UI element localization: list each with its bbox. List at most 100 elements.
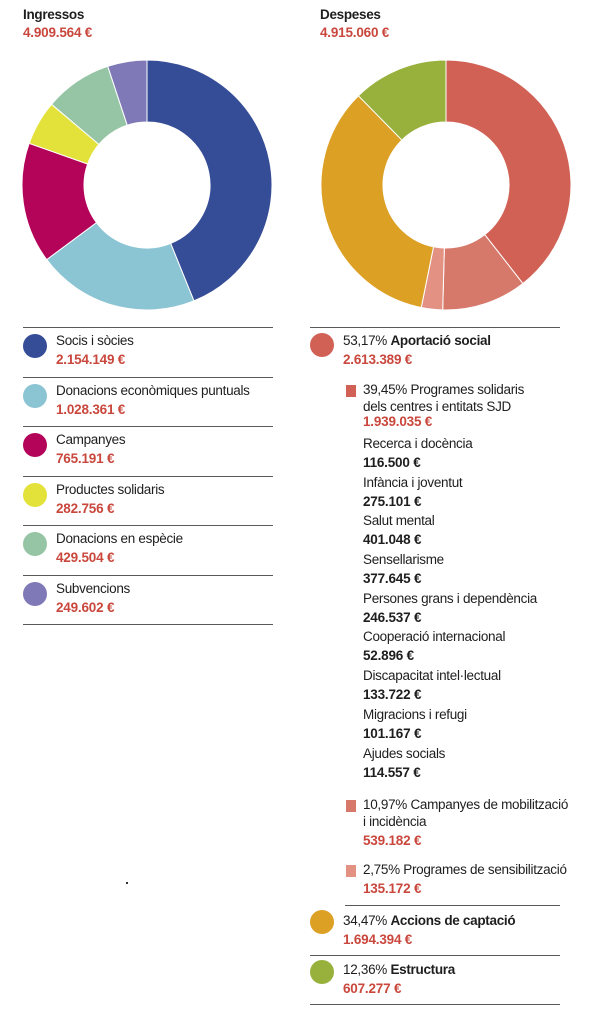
sub-name-line1: Programes solidaris — [410, 382, 525, 397]
programes-detail-list: Recerca i docència 116.500 € Infància i j… — [363, 436, 583, 784]
detail-value: 116.500 € — [363, 455, 421, 470]
divider — [310, 955, 560, 956]
legend-label: Campanyes — [56, 432, 126, 447]
detail-label: Migracions i refugi — [363, 706, 467, 722]
ingressos-total: 4.909.564 € — [23, 25, 93, 40]
legend-label-aportacio: 53,17% Aportació social — [343, 333, 491, 348]
legend-dot — [23, 532, 47, 556]
detail-item: Salut mental 401.048 € — [363, 513, 583, 552]
sub-value-sensibilitzacio: 135.172 € — [363, 881, 422, 896]
detail-item: Persones grans i dependència 246.537 € — [363, 591, 583, 630]
legend-pct: 12,36% — [343, 962, 387, 977]
legend-dot — [23, 482, 47, 507]
detail-item: Infància i joventut 275.101 € — [363, 475, 583, 514]
donut-slice-0 — [146, 59, 273, 302]
legend-label: Productes solidaris — [56, 481, 165, 497]
legend-dot-captacio — [310, 910, 334, 934]
ingressos-legend: Socis i sòcies 2.154.149 € Donacions eco… — [23, 327, 273, 625]
sub-label-sensibilitzacio: 2,75% Programes de sensibilització — [363, 862, 567, 879]
donut-slice-4 — [357, 59, 447, 141]
despeses-header: Despeses 4.915.060 € — [320, 0, 590, 40]
sub-value-campanyes: 539.182 € — [363, 833, 422, 848]
legend-label: Socis i sòcies — [56, 333, 134, 348]
sub-pct: 2,75% — [363, 862, 400, 877]
detail-label: Discapacitat intel·lectual — [363, 668, 501, 684]
legend-value: 429.504 € — [56, 550, 115, 565]
legend-dot — [23, 433, 47, 457]
donut-slice-3 — [320, 95, 435, 309]
legend-dot — [23, 334, 47, 358]
donut-slice-0 — [445, 59, 572, 285]
despeses-title: Despeses — [320, 7, 381, 22]
divider — [310, 1004, 560, 1005]
detail-item: Ajudes socials 114.557 € — [363, 746, 583, 785]
legend-value-estructura: 607.277 € — [343, 981, 402, 996]
legend-value: 765.191 € — [56, 451, 115, 466]
detail-value: 377.645 € — [363, 571, 422, 587]
detail-value: 275.101 € — [363, 493, 422, 509]
detail-label: Recerca i docència — [363, 436, 473, 451]
sub-name: Programes de sensibilització — [403, 862, 567, 877]
sub-pct: 39,45% — [363, 382, 407, 397]
detail-value: 246.537 € — [363, 609, 422, 625]
legend-pct: 53,17% — [343, 333, 387, 348]
legend-value: 2.154.149 € — [56, 352, 126, 367]
detail-item: Recerca i docència 116.500 € — [363, 436, 583, 475]
detail-item: Migracions i refugi 101.167 € — [363, 707, 583, 746]
legend-label-captacio: 34,47% Accions de captació — [343, 913, 516, 928]
legend-name: Accions de captació — [390, 913, 516, 928]
divider — [345, 905, 560, 906]
legend-dot — [23, 383, 47, 408]
sub-value-programes: 1.939.035 € — [363, 414, 433, 429]
detail-label: Salut mental — [363, 513, 435, 529]
legend-item-subvencions: Subvencions 249.602 € — [23, 576, 273, 625]
detail-value: 114.557 € — [363, 764, 421, 780]
legend-value-aportacio: 2.613.389 € — [343, 352, 413, 367]
legend-dot-aportacio — [310, 333, 334, 357]
detail-value: 101.167 € — [363, 725, 422, 741]
sub-pct: 10,97% — [363, 797, 407, 812]
legend-label: Donacions en espècie — [56, 531, 183, 546]
ingressos-header: Ingressos 4.909.564 € — [23, 0, 273, 40]
donut-slice-1 — [45, 221, 195, 311]
sub-name-line1: Campanyes de mobilització — [410, 797, 569, 812]
divider — [310, 327, 560, 328]
despeses-total: 4.915.060 € — [320, 25, 390, 40]
legend-label-estructura: 12,36% Estructura — [343, 962, 455, 977]
legend-value: 249.602 € — [56, 599, 115, 615]
detail-label: Persones grans i dependència — [363, 590, 537, 606]
sub-name-line2: dels centres i entitats SJD — [363, 398, 511, 414]
legend-item-donacions-especie: Donacions en espècie 429.504 € — [23, 526, 273, 576]
donut-slice-5 — [107, 59, 148, 126]
legend-value-captacio: 1.694.394 € — [343, 932, 413, 947]
detail-value: 52.896 € — [363, 648, 414, 664]
legend-item-socis: Socis i sòcies 2.154.149 € — [23, 327, 273, 378]
detail-label: Cooperació internacional — [363, 629, 506, 645]
detail-label: Ajudes socials — [363, 745, 446, 761]
legend-name: Estructura — [390, 962, 455, 977]
detail-item: Discapacitat intel·lectual 133.722 € — [363, 668, 583, 707]
detail-label: Sensellarisme — [363, 552, 444, 568]
ingressos-title: Ingressos — [23, 7, 85, 22]
legend-square-programes — [346, 385, 356, 397]
sub-label-campanyes: 10,97% Campanyes de mobilització i incidè… — [363, 797, 568, 830]
stray-mark — [126, 882, 128, 884]
legend-square-campanyes — [346, 800, 356, 812]
legend-item-donacions-puntuals: Donacions econòmiques puntuals 1.028.361… — [23, 378, 273, 427]
sub-name-line2: i incidència — [363, 813, 427, 829]
detail-item: Cooperació internacional 52.896 € — [363, 629, 583, 668]
legend-value: 282.756 € — [56, 500, 115, 516]
detail-value: 401.048 € — [363, 532, 422, 548]
despeses-donut-chart — [320, 59, 572, 311]
legend-square-sensibilitzacio — [346, 865, 356, 877]
legend-dot-estructura — [310, 960, 334, 984]
ingressos-donut-chart — [21, 59, 273, 311]
legend-value: 1.028.361 € — [56, 401, 126, 417]
legend-item-productes-solidaris: Productes solidaris 282.756 € — [23, 477, 273, 526]
legend-pct: 34,47% — [343, 913, 387, 928]
legend-label: Subvencions — [56, 580, 131, 596]
legend-dot — [23, 581, 47, 606]
detail-label: Infància i joventut — [363, 474, 463, 490]
legend-label: Donacions econòmiques puntuals — [56, 382, 250, 398]
detail-item: Sensellarisme 377.645 € — [363, 552, 583, 591]
